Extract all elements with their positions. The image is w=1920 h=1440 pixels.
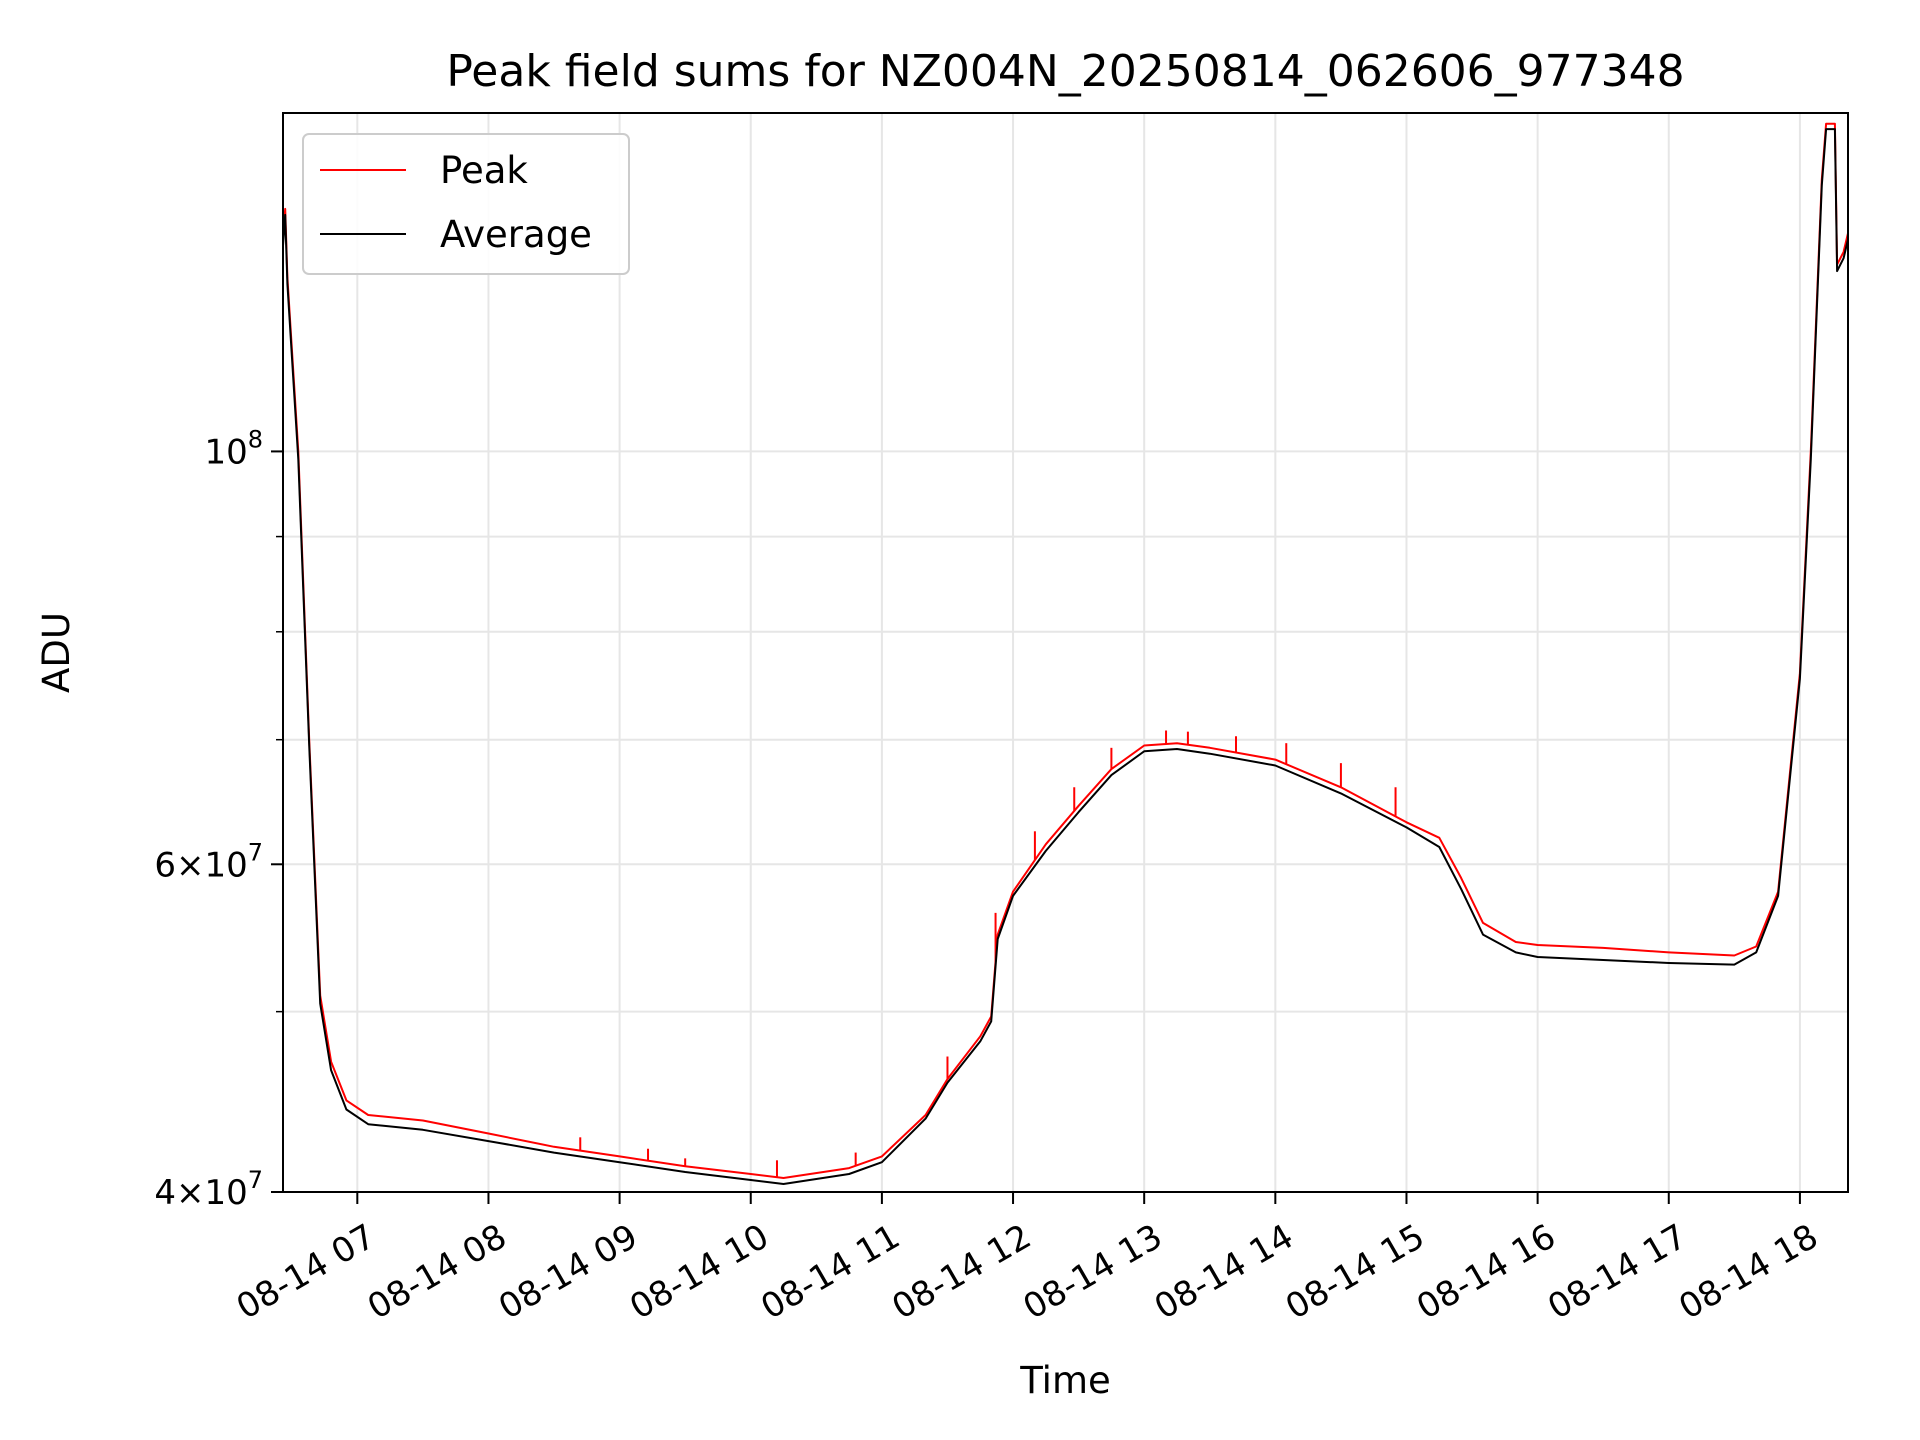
y-tick-label: 108 — [204, 425, 263, 472]
legend-label-peak: Peak — [440, 149, 528, 192]
y-tick-exponent: 7 — [248, 838, 263, 866]
y-tick-base: 6×10 — [154, 845, 247, 885]
series-line-average — [283, 128, 1848, 1185]
x-axis-label: Time — [1019, 1359, 1111, 1402]
y-tick-exponent: 7 — [248, 1166, 263, 1194]
plot-series — [283, 122, 1848, 1185]
series-line-peak — [283, 122, 1848, 1179]
y-tick-label: 4×107 — [154, 1166, 263, 1213]
y-axis-label: ADU — [35, 612, 78, 693]
y-tick-base: 10 — [204, 432, 247, 472]
plot-frame — [282, 112, 1849, 1193]
chart-title: Peak field sums for NZ004N_20250814_0626… — [446, 46, 1684, 97]
legend-label-average: Average — [440, 213, 592, 256]
y-tick-base: 4×10 — [154, 1173, 247, 1213]
series-average — [283, 128, 1848, 1185]
y-tick-exponent: 8 — [248, 425, 263, 453]
y-tick-label: 6×107 — [154, 838, 263, 885]
legend: Peak Average — [302, 133, 630, 275]
